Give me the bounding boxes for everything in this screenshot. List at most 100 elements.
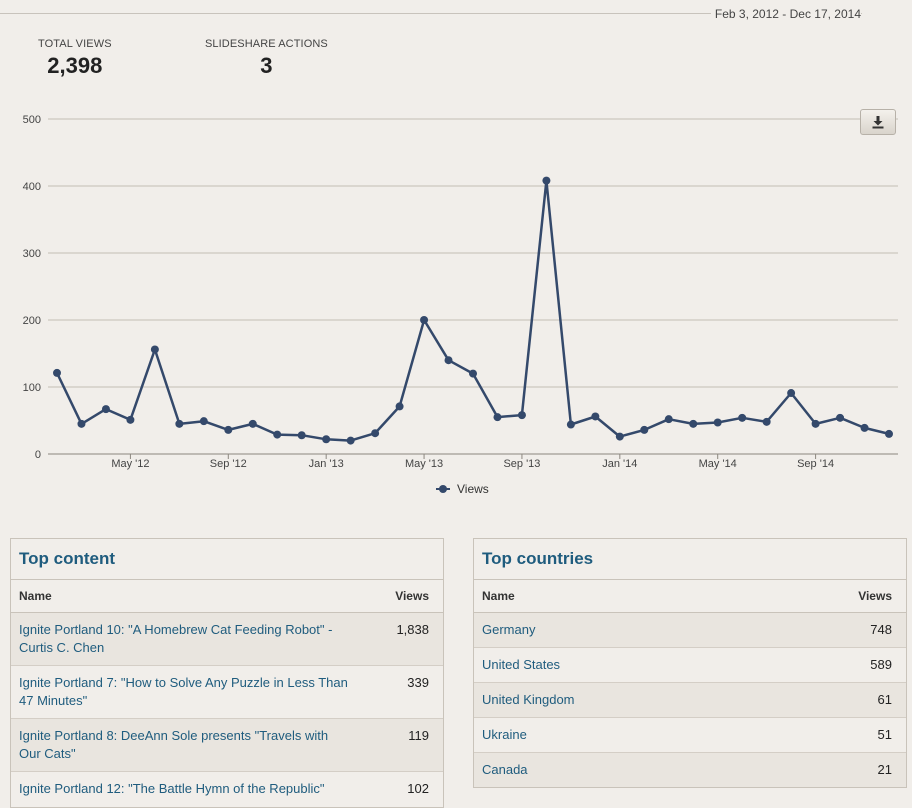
header-rule — [0, 13, 862, 14]
data-point[interactable] — [860, 423, 869, 432]
data-point[interactable] — [53, 368, 61, 377]
row-name-link[interactable]: Ignite Portland 7: "How to Solve Any Puz… — [19, 675, 348, 708]
row-name-link[interactable]: Ignite Portland 10: "A Homebrew Cat Feed… — [19, 622, 333, 655]
top-content-header: Name Views — [11, 580, 443, 613]
table-row: Ignite Portland 7: "How to Solve Any Puz… — [11, 666, 443, 719]
data-point[interactable] — [689, 419, 698, 428]
data-point[interactable] — [101, 405, 110, 414]
row-name-link[interactable]: Canada — [482, 762, 528, 777]
x-tick-label: May '13 — [405, 458, 443, 470]
views-line-chart[interactable]: 0 100 200 300 400 500 May '12 Sep '12 Jan '13 May… — [0, 100, 912, 510]
y-tick-label: 100 — [23, 382, 41, 394]
total-views-label: TOTAL VIEWS — [38, 38, 112, 50]
data-point[interactable] — [371, 429, 380, 438]
slideshare-actions-value: 3 — [260, 53, 273, 78]
data-point[interactable] — [885, 429, 893, 438]
data-point[interactable] — [224, 425, 233, 434]
data-point[interactable] — [787, 389, 796, 398]
row-name-link[interactable]: United Kingdom — [482, 692, 575, 707]
data-point[interactable] — [150, 345, 159, 354]
top-content-panel: Top content Name Views Ignite Portland 1… — [10, 538, 444, 808]
row-views-value: 748 — [870, 622, 892, 637]
data-point[interactable] — [517, 411, 526, 420]
row-views-value: 102 — [407, 781, 429, 796]
x-tick-label: Jan '13 — [309, 458, 344, 470]
row-name-link[interactable]: Germany — [482, 622, 536, 637]
row-views-value: 61 — [877, 692, 892, 707]
y-tick-label: 200 — [23, 315, 41, 327]
row-views-value: 119 — [408, 728, 429, 743]
top-content-title: Top content — [11, 539, 443, 580]
table-row: Ignite Portland 12: "The Battle Hymn of … — [11, 772, 443, 807]
data-point[interactable] — [664, 415, 673, 424]
data-point[interactable] — [469, 369, 477, 378]
x-tick-label: Sep '12 — [210, 458, 247, 470]
data-point[interactable] — [542, 176, 551, 185]
data-point[interactable] — [273, 430, 282, 439]
slideshare-actions-label: SLIDESHARE ACTIONS — [205, 38, 328, 50]
row-views-value: 51 — [877, 727, 892, 742]
legend-marker — [439, 485, 447, 493]
column-header-name[interactable]: Name — [482, 589, 515, 603]
series-line-views — [55, 179, 890, 442]
data-point[interactable] — [836, 413, 845, 422]
row-views-value: 589 — [870, 657, 892, 672]
total-views-value: 2,398 — [47, 53, 103, 78]
data-point[interactable] — [762, 417, 771, 426]
table-row: United Kingdom 61 — [474, 683, 906, 718]
data-point[interactable] — [322, 435, 331, 444]
row-name-link[interactable]: Ukraine — [482, 727, 527, 742]
table-row: Canada 21 — [474, 753, 906, 787]
download-button[interactable] — [860, 109, 896, 135]
data-point[interactable] — [640, 425, 649, 434]
data-point[interactable] — [713, 418, 722, 427]
row-name-link[interactable]: Ignite Portland 12: "The Battle Hymn of … — [19, 781, 325, 796]
row-views-value: 1,838 — [396, 622, 429, 637]
column-header-name[interactable]: Name — [19, 589, 52, 603]
data-point[interactable] — [395, 402, 404, 411]
data-point[interactable] — [811, 419, 820, 428]
x-tick-label: Jan '14 — [602, 458, 637, 470]
column-header-views[interactable]: Views — [395, 589, 429, 603]
row-views-value: 21 — [877, 762, 892, 777]
data-point[interactable] — [591, 412, 600, 421]
data-point[interactable] — [77, 419, 86, 428]
row-name-link[interactable]: Ignite Portland 8: DeeAnn Sole presents … — [19, 728, 329, 761]
data-point[interactable] — [346, 436, 355, 445]
download-icon — [872, 116, 884, 129]
data-point[interactable] — [615, 432, 624, 441]
y-tick-label: 300 — [23, 248, 41, 260]
data-point[interactable] — [444, 356, 453, 365]
table-row: Germany 748 — [474, 613, 906, 648]
y-tick-label: 0 — [35, 449, 41, 461]
y-tick-label: 500 — [23, 114, 41, 126]
table-row: Ignite Portland 8: DeeAnn Sole presents … — [11, 719, 443, 772]
data-point[interactable] — [493, 413, 502, 422]
x-tick-label: Sep '14 — [797, 458, 834, 470]
y-tick-label: 400 — [23, 181, 41, 193]
table-row: Ukraine 51 — [474, 718, 906, 753]
top-countries-header: Name Views — [474, 580, 906, 613]
slideshare-actions-stat: SLIDESHARE ACTIONS 3 — [205, 38, 328, 79]
row-views-value: 339 — [407, 675, 429, 690]
row-name-link[interactable]: United States — [482, 657, 561, 672]
x-tick-label: May '14 — [699, 458, 737, 470]
data-point[interactable] — [297, 431, 306, 440]
data-point[interactable] — [175, 419, 184, 428]
column-header-views[interactable]: Views — [858, 589, 892, 603]
top-countries-panel: Top countries Name Views Germany 748 Unite… — [473, 538, 907, 788]
data-point[interactable] — [199, 417, 208, 426]
date-range[interactable]: Feb 3, 2012 - Dec 17, 2014 — [710, 7, 861, 21]
data-point[interactable] — [566, 420, 575, 429]
table-row: Ignite Portland 10: "A Homebrew Cat Feed… — [11, 613, 443, 666]
x-tick-label: May '12 — [111, 458, 149, 470]
data-point[interactable] — [738, 413, 747, 422]
total-views-stat: TOTAL VIEWS 2,398 — [38, 38, 112, 79]
top-countries-title: Top countries — [474, 539, 906, 580]
table-row: United States 589 — [474, 648, 906, 683]
legend-label-views[interactable]: Views — [457, 482, 489, 496]
data-point[interactable] — [126, 415, 135, 424]
data-point[interactable] — [420, 316, 429, 324]
data-point[interactable] — [248, 419, 257, 428]
x-tick-label: Sep '13 — [503, 458, 540, 470]
